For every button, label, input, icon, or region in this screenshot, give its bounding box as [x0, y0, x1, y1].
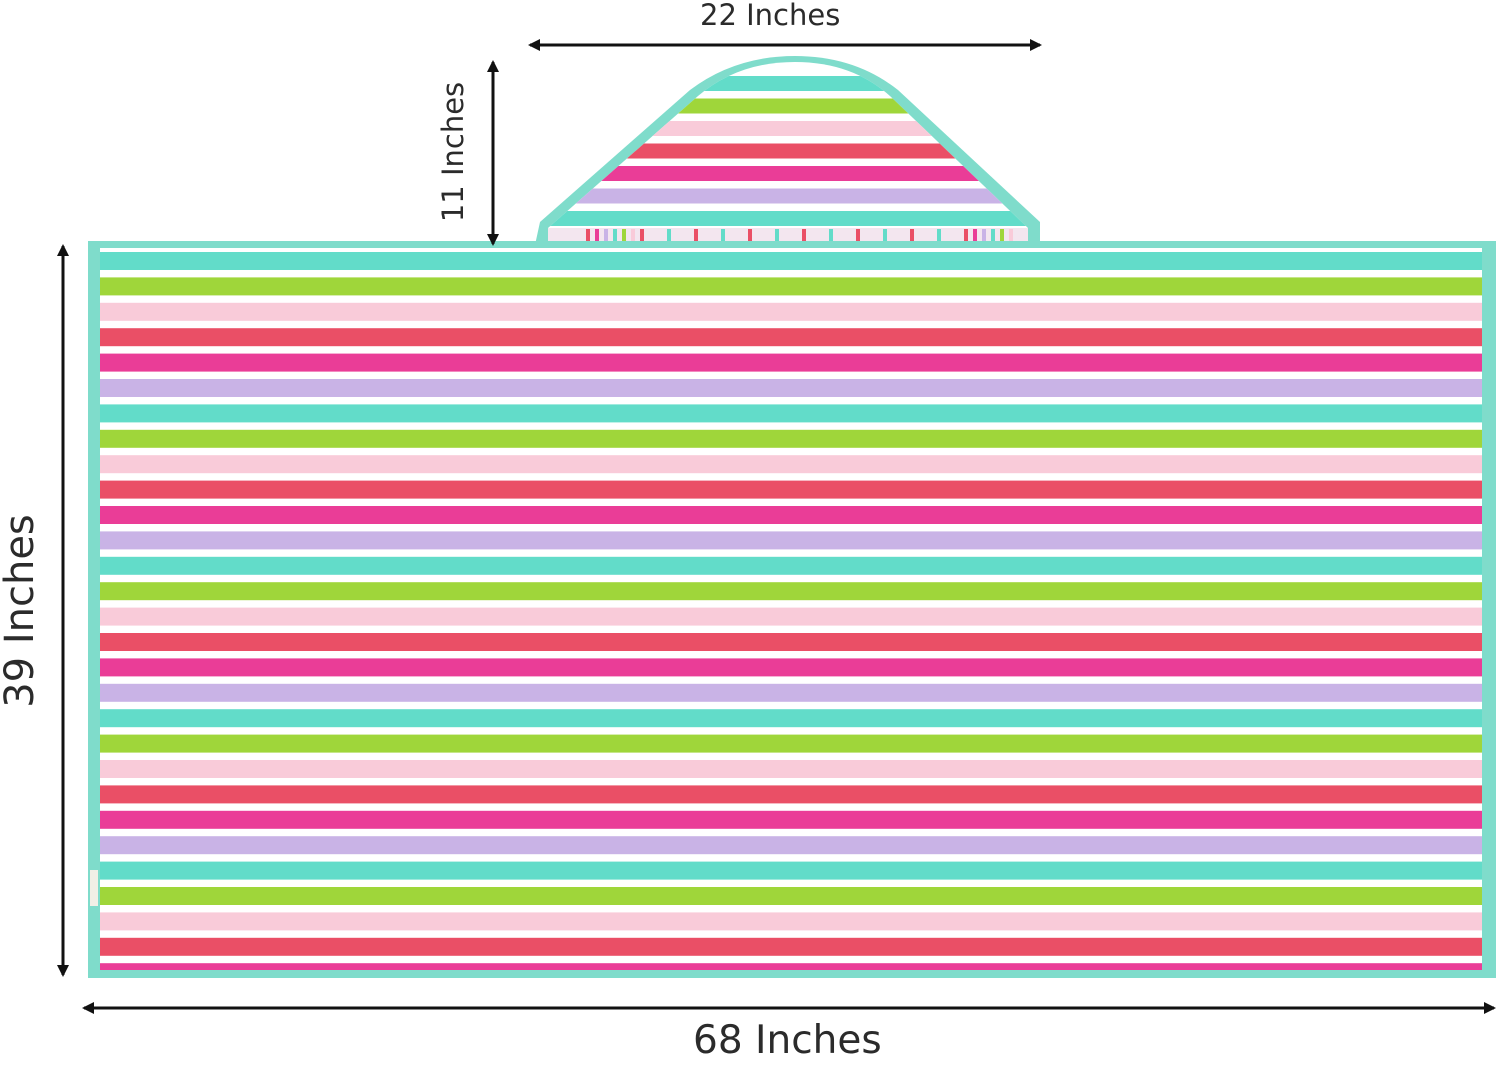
- hood-stripes: [548, 76, 1028, 226]
- lining-stripe: [964, 229, 968, 243]
- lining-stripe: [694, 229, 698, 243]
- body-stripes: [100, 252, 1482, 970]
- body-stripe: [100, 937, 1482, 956]
- hood-width-label: 22 Inches: [700, 0, 841, 32]
- lining-stripe: [595, 229, 599, 243]
- lining-stripe: [937, 229, 941, 243]
- lining-stripe: [748, 229, 752, 243]
- body-stripe: [100, 328, 1482, 347]
- body-stripe: [100, 455, 1482, 474]
- lining-stripe: [856, 229, 860, 243]
- lining-stripe: [829, 229, 833, 243]
- body-stripe: [100, 480, 1482, 499]
- body-stripe: [100, 760, 1482, 778]
- body-stripe: [100, 633, 1482, 651]
- lining-stripe: [1000, 229, 1004, 243]
- body-stripe: [100, 277, 1482, 296]
- lining-stripe: [802, 229, 806, 243]
- body-stripe: [100, 556, 1482, 575]
- body-stripe: [100, 810, 1482, 829]
- hood-stripe: [548, 143, 1028, 159]
- lining-stripe: [973, 229, 977, 243]
- lining-stripe: [622, 229, 626, 243]
- body-stripe: [100, 709, 1482, 728]
- body-stripe: [100, 734, 1482, 753]
- body-stripe: [100, 785, 1482, 804]
- hood-height-label: 11 Inches: [436, 81, 470, 223]
- hood-stripe: [548, 188, 1028, 204]
- hood-stripe: [548, 76, 1028, 91]
- body-stripe: [100, 302, 1482, 321]
- lining-stripe: [910, 229, 914, 243]
- towel-body: [88, 241, 1496, 978]
- hood-lining-stripes: [586, 229, 1013, 243]
- lining-stripe: [631, 229, 635, 243]
- lining-stripe: [667, 229, 671, 243]
- lining-stripe: [586, 229, 590, 243]
- hood-stripe: [548, 98, 1028, 114]
- lining-stripe: [775, 229, 779, 243]
- lining-stripe: [640, 229, 644, 243]
- body-stripe: [100, 887, 1482, 905]
- body-stripe: [100, 607, 1482, 626]
- body-stripe: [100, 506, 1482, 524]
- body-stripe: [100, 404, 1482, 423]
- body-stripe: [100, 658, 1482, 677]
- body-stripe: [100, 582, 1482, 601]
- hood-stripe: [548, 166, 1028, 181]
- body-stripe: [100, 683, 1482, 702]
- hood-stripe: [548, 121, 1028, 136]
- hood-stripe: [548, 211, 1028, 226]
- care-label-tag: [90, 870, 98, 906]
- body-stripe: [100, 836, 1482, 855]
- towel-width-label: 68 Inches: [693, 1018, 882, 1063]
- lining-stripe: [721, 229, 725, 243]
- body-stripe: [100, 963, 1482, 970]
- lining-stripe: [1009, 229, 1013, 243]
- lining-stripe: [604, 229, 608, 243]
- body-stripe: [100, 861, 1482, 880]
- body-stripe: [100, 429, 1482, 448]
- body-stripe: [100, 379, 1482, 397]
- lining-stripe: [982, 229, 986, 243]
- body-stripe: [100, 912, 1482, 931]
- body-stripe: [100, 353, 1482, 372]
- body-stripe: [100, 531, 1482, 550]
- lining-stripe: [613, 229, 617, 243]
- hood: [535, 56, 1040, 245]
- body-stripe: [100, 252, 1482, 270]
- lining-stripe: [991, 229, 995, 243]
- lining-stripe: [883, 229, 887, 243]
- towel-length-label: 39 Inches: [0, 514, 43, 708]
